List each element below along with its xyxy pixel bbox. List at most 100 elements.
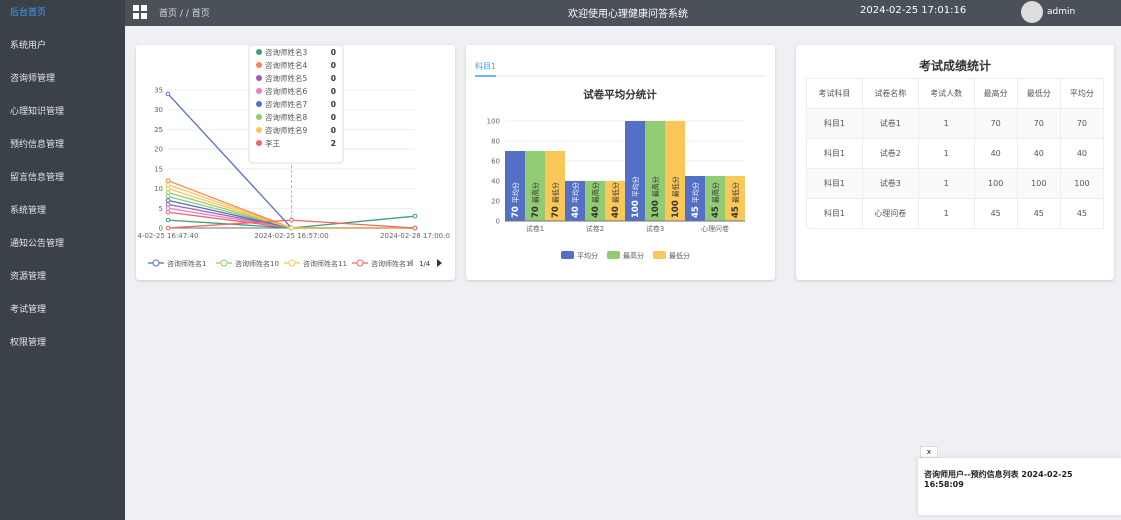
legend-page: 1/4 (419, 260, 431, 268)
legend-label: 咨询师姓名1 (371, 259, 410, 268)
menu-item[interactable]: 预约信息管理 (10, 140, 65, 150)
legend-symbol (220, 259, 228, 267)
legend-swatch (561, 251, 574, 259)
tooltip-name: 咨询师姓名5 (265, 73, 307, 83)
legend-item[interactable]: 平均分 (561, 251, 598, 260)
menu-item[interactable]: 咨询师管理 (10, 74, 56, 84)
cell: 心理问卷 (861, 198, 919, 229)
legend-item[interactable]: 咨询师姓名11 (284, 259, 347, 268)
legend-item[interactable]: 咨询师姓名1 (148, 259, 206, 268)
bar-label-value: 100 (671, 200, 681, 218)
menu-item[interactable]: 通知公告管理 (10, 239, 65, 249)
breadcrumb-item[interactable]: 首页 (159, 9, 178, 19)
datetime: 2024-02-25 17:01:16 (860, 5, 967, 16)
menu-icon[interactable] (133, 5, 147, 19)
breadcrumb-sep: / (185, 9, 189, 19)
bar-label: 40 平均分 (571, 182, 581, 218)
tooltip-name: 咨询师姓名9 (265, 125, 307, 135)
point (412, 213, 418, 219)
cell: 100 (1016, 168, 1061, 199)
menu-item[interactable]: 权限管理 (10, 338, 47, 348)
header-cell: 考试人数 (917, 78, 975, 109)
bar (705, 176, 725, 221)
bar-label-series: 最高分 (591, 182, 600, 203)
sidebar: 后台首页系统用户咨询师管理心理知识管理 预约信息管理 留言信息管理 系统管理通知公告管… (0, 0, 125, 520)
tooltip-name: 咨询师姓名3 (265, 47, 307, 57)
point (165, 91, 171, 97)
legend-label: 平均分 (577, 251, 598, 260)
cell: 试卷2 (861, 138, 919, 169)
legend-label: 咨询师姓名11 (303, 259, 347, 268)
point (165, 182, 171, 187)
legend-symbol (152, 259, 160, 267)
legend-item[interactable]: 最高分 (607, 251, 644, 260)
cell: 1 (917, 138, 975, 169)
y-tick-label: 40 (491, 178, 500, 186)
close-button[interactable]: x (920, 446, 938, 458)
bar-label-series: 最低分 (551, 182, 560, 203)
menu-item[interactable]: 系统管理 (10, 206, 47, 216)
menu-item[interactable]: 留言信息管理 (10, 173, 65, 183)
cell: 1 (917, 198, 975, 229)
bar-label-value: 70 (511, 206, 521, 218)
tab[interactable]: 科目1 (475, 61, 496, 71)
user-name[interactable]: admin (1047, 7, 1076, 17)
tooltip-box (248, 44, 344, 164)
legend-prev[interactable] (408, 259, 413, 267)
tooltip-name: 咨询师姓名7 (265, 99, 307, 109)
bar (645, 121, 665, 221)
menu-item[interactable]: 资源管理 (10, 272, 47, 282)
breadcrumb: 首页 / / 首页 (159, 6, 210, 19)
avatar[interactable] (1021, 1, 1043, 23)
point (165, 225, 171, 231)
header-row: 考试科目 试卷名称 考试人数 最高分 最低分 平均分 (806, 78, 1105, 109)
cell: 1 (917, 108, 975, 139)
x-tick-label: 2024-02-25 16:57:00 (254, 232, 328, 240)
bar-label-value: 70 (531, 206, 541, 218)
menu-item[interactable]: 心理知识管理 (10, 107, 65, 117)
y-tick-label: 0 (159, 225, 163, 233)
header-cell: 最低分 (1016, 78, 1061, 109)
y-tick-label: 20 (154, 146, 163, 154)
bar (525, 151, 545, 221)
legend-item[interactable]: 最低分 (653, 251, 690, 260)
point (165, 194, 171, 199)
point (412, 225, 418, 231)
bar-label-value: 40 (591, 206, 601, 218)
legend-item[interactable]: 咨询师姓名1 (352, 259, 410, 268)
bar-label-series: 平均分 (631, 176, 640, 197)
score-table: 考试科目 试卷名称 考试人数 最高分 最低分 平均分 科目1 试卷1 1 70 70 70 科目1 试卷2… (806, 78, 1105, 229)
bar-label-series: 最高分 (531, 182, 540, 203)
y-tick-label: 20 (491, 198, 500, 206)
cell: 45 (1059, 198, 1105, 229)
tooltip-value: 2 (331, 139, 336, 148)
legend-swatch (653, 251, 666, 259)
legend-next[interactable] (437, 259, 442, 267)
y-tick-label: 5 (159, 205, 163, 213)
y-tick-label: 35 (154, 87, 163, 95)
bar-label-value: 100 (651, 200, 661, 218)
breadcrumb-sep: / (179, 9, 183, 19)
tooltip-value: 0 (331, 61, 336, 70)
legend-label: 最高分 (623, 251, 644, 260)
row: 科目1 试卷1 1 70 70 70 (806, 108, 1105, 139)
cell: 1 (917, 168, 975, 199)
cell: 70 (1059, 108, 1105, 139)
bar-label: 70 最高分 (531, 182, 541, 218)
tooltip-name: 咨询师姓名4 (265, 60, 307, 70)
bar (605, 181, 625, 221)
cell: 70 (1016, 108, 1061, 139)
menu-item[interactable]: 考试管理 (10, 305, 47, 315)
legend-swatch (607, 251, 620, 259)
bar-label-series: 平均分 (511, 182, 520, 203)
bar-label-value: 70 (551, 206, 561, 218)
menu-item[interactable]: 系统用户 (10, 41, 47, 51)
tooltip-name: 咨询师姓名6 (265, 86, 307, 96)
bar-label-value: 45 (711, 206, 721, 218)
bar (565, 181, 585, 221)
tooltip-dot (256, 49, 262, 55)
legend-item[interactable]: 咨询师姓名10 (216, 259, 279, 268)
menu-item[interactable]: 后台首页 (10, 8, 47, 18)
bar-label-series: 最高分 (651, 176, 660, 197)
